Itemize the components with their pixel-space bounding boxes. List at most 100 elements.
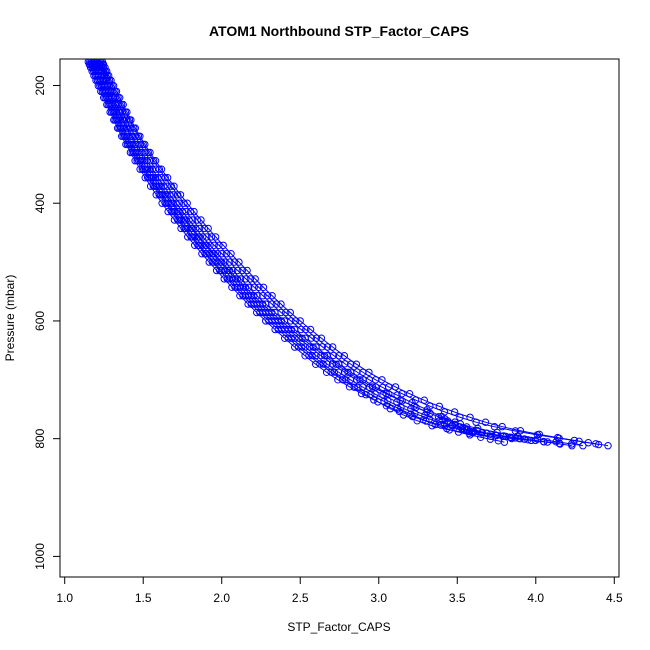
data-point bbox=[247, 300, 255, 308]
data-point bbox=[115, 124, 123, 132]
data-point bbox=[91, 71, 100, 80]
data-point bbox=[104, 100, 113, 109]
data-point bbox=[201, 250, 209, 258]
data-point bbox=[500, 438, 509, 446]
data-point bbox=[123, 140, 132, 149]
data-point bbox=[251, 275, 259, 283]
series-line bbox=[97, 61, 583, 447]
series-profile bbox=[92, 59, 477, 437]
y-axis: 200 400 600 800 1000 bbox=[33, 75, 61, 570]
data-point bbox=[242, 275, 250, 283]
data-point bbox=[481, 418, 490, 426]
data-point bbox=[428, 422, 436, 430]
data-point bbox=[506, 433, 514, 441]
data-point bbox=[309, 343, 317, 351]
data-point bbox=[329, 351, 338, 360]
data-point bbox=[508, 434, 516, 443]
data-point bbox=[350, 383, 358, 391]
data-point bbox=[527, 436, 535, 445]
data-point bbox=[466, 413, 474, 421]
data-point bbox=[329, 343, 337, 351]
data-point bbox=[146, 148, 154, 157]
series-line bbox=[101, 61, 599, 446]
data-point bbox=[225, 266, 234, 275]
data-point bbox=[119, 100, 127, 109]
data-point bbox=[434, 413, 443, 421]
data-point bbox=[399, 411, 408, 419]
data-point bbox=[103, 67, 111, 76]
data-point bbox=[353, 368, 361, 376]
data-point bbox=[286, 308, 294, 317]
data-point bbox=[305, 351, 313, 360]
data-point bbox=[268, 308, 276, 317]
data-point bbox=[378, 383, 387, 392]
data-point bbox=[122, 124, 131, 132]
data-point bbox=[259, 300, 267, 308]
data-point bbox=[511, 427, 520, 435]
data-point bbox=[491, 431, 500, 439]
data-point bbox=[327, 368, 335, 376]
data-point bbox=[190, 207, 198, 216]
x-tick-label: 2.5 bbox=[292, 591, 309, 605]
data-point bbox=[218, 258, 226, 266]
data-point bbox=[167, 207, 176, 216]
series-profile bbox=[89, 59, 576, 450]
data-point bbox=[218, 250, 226, 258]
data-point bbox=[223, 275, 232, 283]
data-point bbox=[263, 292, 272, 300]
data-point bbox=[101, 63, 109, 72]
data-point bbox=[131, 124, 140, 132]
data-point bbox=[511, 434, 520, 442]
data-point bbox=[407, 410, 415, 418]
data-point bbox=[341, 360, 349, 368]
x-tick-label: 1.0 bbox=[56, 591, 73, 605]
data-point bbox=[98, 87, 107, 96]
data-point bbox=[246, 275, 255, 283]
data-point bbox=[268, 300, 276, 308]
data-point bbox=[584, 439, 592, 447]
data-point bbox=[123, 108, 131, 116]
series-line bbox=[92, 61, 572, 447]
data-point bbox=[378, 376, 386, 384]
data-point bbox=[211, 233, 220, 241]
series-line bbox=[89, 61, 560, 444]
data-point bbox=[268, 292, 276, 300]
data-point bbox=[307, 334, 316, 342]
data-point bbox=[114, 108, 123, 116]
data-point bbox=[210, 250, 218, 258]
data-point bbox=[570, 436, 578, 445]
data-point bbox=[204, 224, 212, 233]
data-point bbox=[146, 165, 154, 173]
data-point bbox=[230, 258, 239, 266]
data-point bbox=[410, 402, 418, 410]
data-point bbox=[287, 317, 295, 325]
data-point bbox=[101, 94, 109, 102]
series-layer bbox=[84, 59, 612, 450]
data-point bbox=[176, 191, 185, 199]
data-point bbox=[174, 216, 182, 224]
data-point bbox=[423, 408, 431, 416]
data-point bbox=[203, 233, 211, 241]
data-point bbox=[188, 224, 197, 233]
series-profile bbox=[87, 59, 509, 446]
data-point bbox=[413, 417, 421, 425]
chart-title: ATOM1 Northbound STP_Factor_CAPS bbox=[209, 23, 469, 39]
data-point bbox=[233, 266, 242, 275]
data-point bbox=[391, 383, 400, 391]
data-point bbox=[294, 343, 303, 351]
data-point bbox=[338, 376, 347, 384]
data-point bbox=[203, 241, 211, 250]
data-point bbox=[149, 182, 158, 190]
data-point bbox=[157, 165, 166, 173]
series-profile bbox=[84, 59, 532, 444]
data-point bbox=[535, 430, 543, 438]
data-point bbox=[579, 442, 587, 450]
data-point bbox=[277, 308, 285, 317]
data-point bbox=[374, 398, 382, 406]
data-point bbox=[161, 199, 169, 207]
data-point bbox=[127, 124, 135, 132]
data-point bbox=[136, 140, 144, 149]
data-point bbox=[210, 241, 218, 250]
data-point bbox=[183, 199, 191, 207]
data-point bbox=[208, 258, 217, 266]
